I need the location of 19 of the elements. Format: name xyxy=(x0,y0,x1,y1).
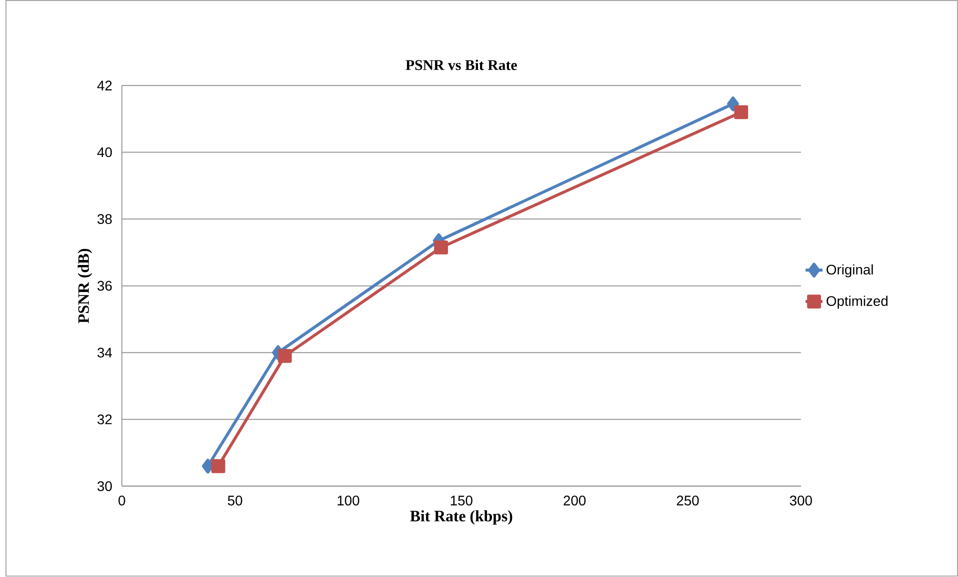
x-axis-title: Bit Rate (kbps) xyxy=(410,510,512,525)
y-tick-label: 42 xyxy=(97,80,112,91)
chart-title: PSNR vs Bit Rate xyxy=(406,60,517,70)
x-tick-label: 100 xyxy=(338,496,360,506)
y-tick-label: 34 xyxy=(97,348,112,358)
y-tick-label: 38 xyxy=(97,214,112,224)
y-tick-label: 40 xyxy=(97,148,112,158)
legend-label: Original xyxy=(826,264,873,278)
y-axis-title: PSNR (dB) xyxy=(78,249,92,324)
x-tick-label: 0 xyxy=(118,496,126,506)
y-tick-label: 36 xyxy=(97,281,112,291)
x-tick-label: 250 xyxy=(676,496,699,506)
x-tick-label: 150 xyxy=(450,496,472,506)
x-tick-label: 200 xyxy=(564,496,586,506)
legend-label: Optimized xyxy=(826,296,888,309)
x-tick-label: 300 xyxy=(790,496,812,506)
y-tick-label: 30 xyxy=(97,481,112,492)
x-tick-label: 50 xyxy=(228,496,242,506)
y-tick-label: 32 xyxy=(97,414,112,424)
